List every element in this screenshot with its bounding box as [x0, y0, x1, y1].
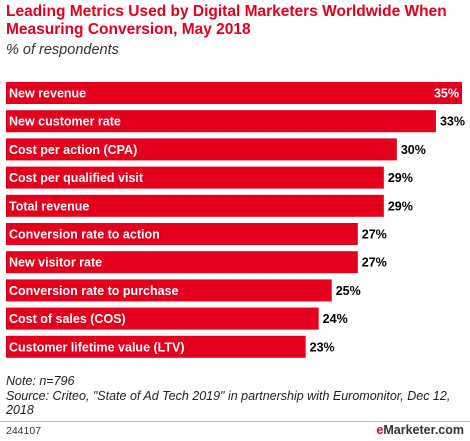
- chart-subtitle: % of respondents: [6, 42, 119, 58]
- category-label-1: New customer rate: [9, 115, 121, 129]
- value-label-5: 27%: [362, 228, 387, 242]
- category-label-5: Conversion rate to action: [9, 228, 160, 242]
- bar-1: [6, 110, 436, 133]
- value-label-6: 27%: [362, 256, 387, 270]
- category-label-2: Cost per action (CPA): [9, 143, 137, 157]
- category-label-8: Cost of sales (COS): [9, 312, 126, 326]
- value-label-0: 35%: [434, 87, 459, 101]
- bar-chart: New revenue 35% New customer rate 33% Cost p…: [6, 82, 465, 358]
- footer-divider: [0, 421, 470, 422]
- bar-8: [6, 307, 319, 330]
- source-text: Source: Criteo, "State of Ad Tech 2019" …: [6, 388, 451, 418]
- category-label-7: Conversion rate to purchase: [9, 284, 179, 298]
- bar-9: [6, 335, 306, 358]
- emarketer-logo[interactable]: eMarketer.com: [376, 423, 464, 437]
- value-label-3: 29%: [388, 171, 413, 185]
- value-label-2: 30%: [401, 143, 426, 157]
- category-label-9: Customer lifetime value (LTV): [9, 340, 185, 354]
- bar-2: [6, 138, 397, 161]
- bar-0: [6, 82, 462, 104]
- category-label-0: New revenue: [9, 87, 86, 101]
- category-label-4: Total revenue: [9, 199, 89, 213]
- bar-6: [6, 251, 358, 274]
- category-label-6: New visitor rate: [9, 256, 102, 270]
- value-label-7: 25%: [336, 284, 361, 298]
- chart-notes: Note: n=796 Source: Criteo, "State of Ad…: [6, 374, 466, 418]
- value-label-9: 23%: [310, 340, 335, 354]
- chart-id: 244107: [6, 425, 42, 437]
- brand-name: Marketer: [383, 423, 435, 437]
- chart-title: Leading Metrics Used by Digital Marketer…: [6, 3, 447, 38]
- value-label-8: 24%: [323, 312, 348, 326]
- bar-7: [6, 279, 332, 302]
- value-label-4: 29%: [388, 199, 413, 213]
- bar-5: [6, 223, 358, 245]
- brand-prefix: e: [376, 423, 384, 437]
- bar-3: [6, 166, 384, 189]
- bar-4: [6, 194, 384, 217]
- value-label-1: 33%: [440, 115, 465, 129]
- note-text: Note: n=796: [6, 374, 75, 388]
- category-label-3: Cost per qualified visit: [9, 171, 144, 185]
- brand-suffix: .com: [434, 423, 464, 437]
